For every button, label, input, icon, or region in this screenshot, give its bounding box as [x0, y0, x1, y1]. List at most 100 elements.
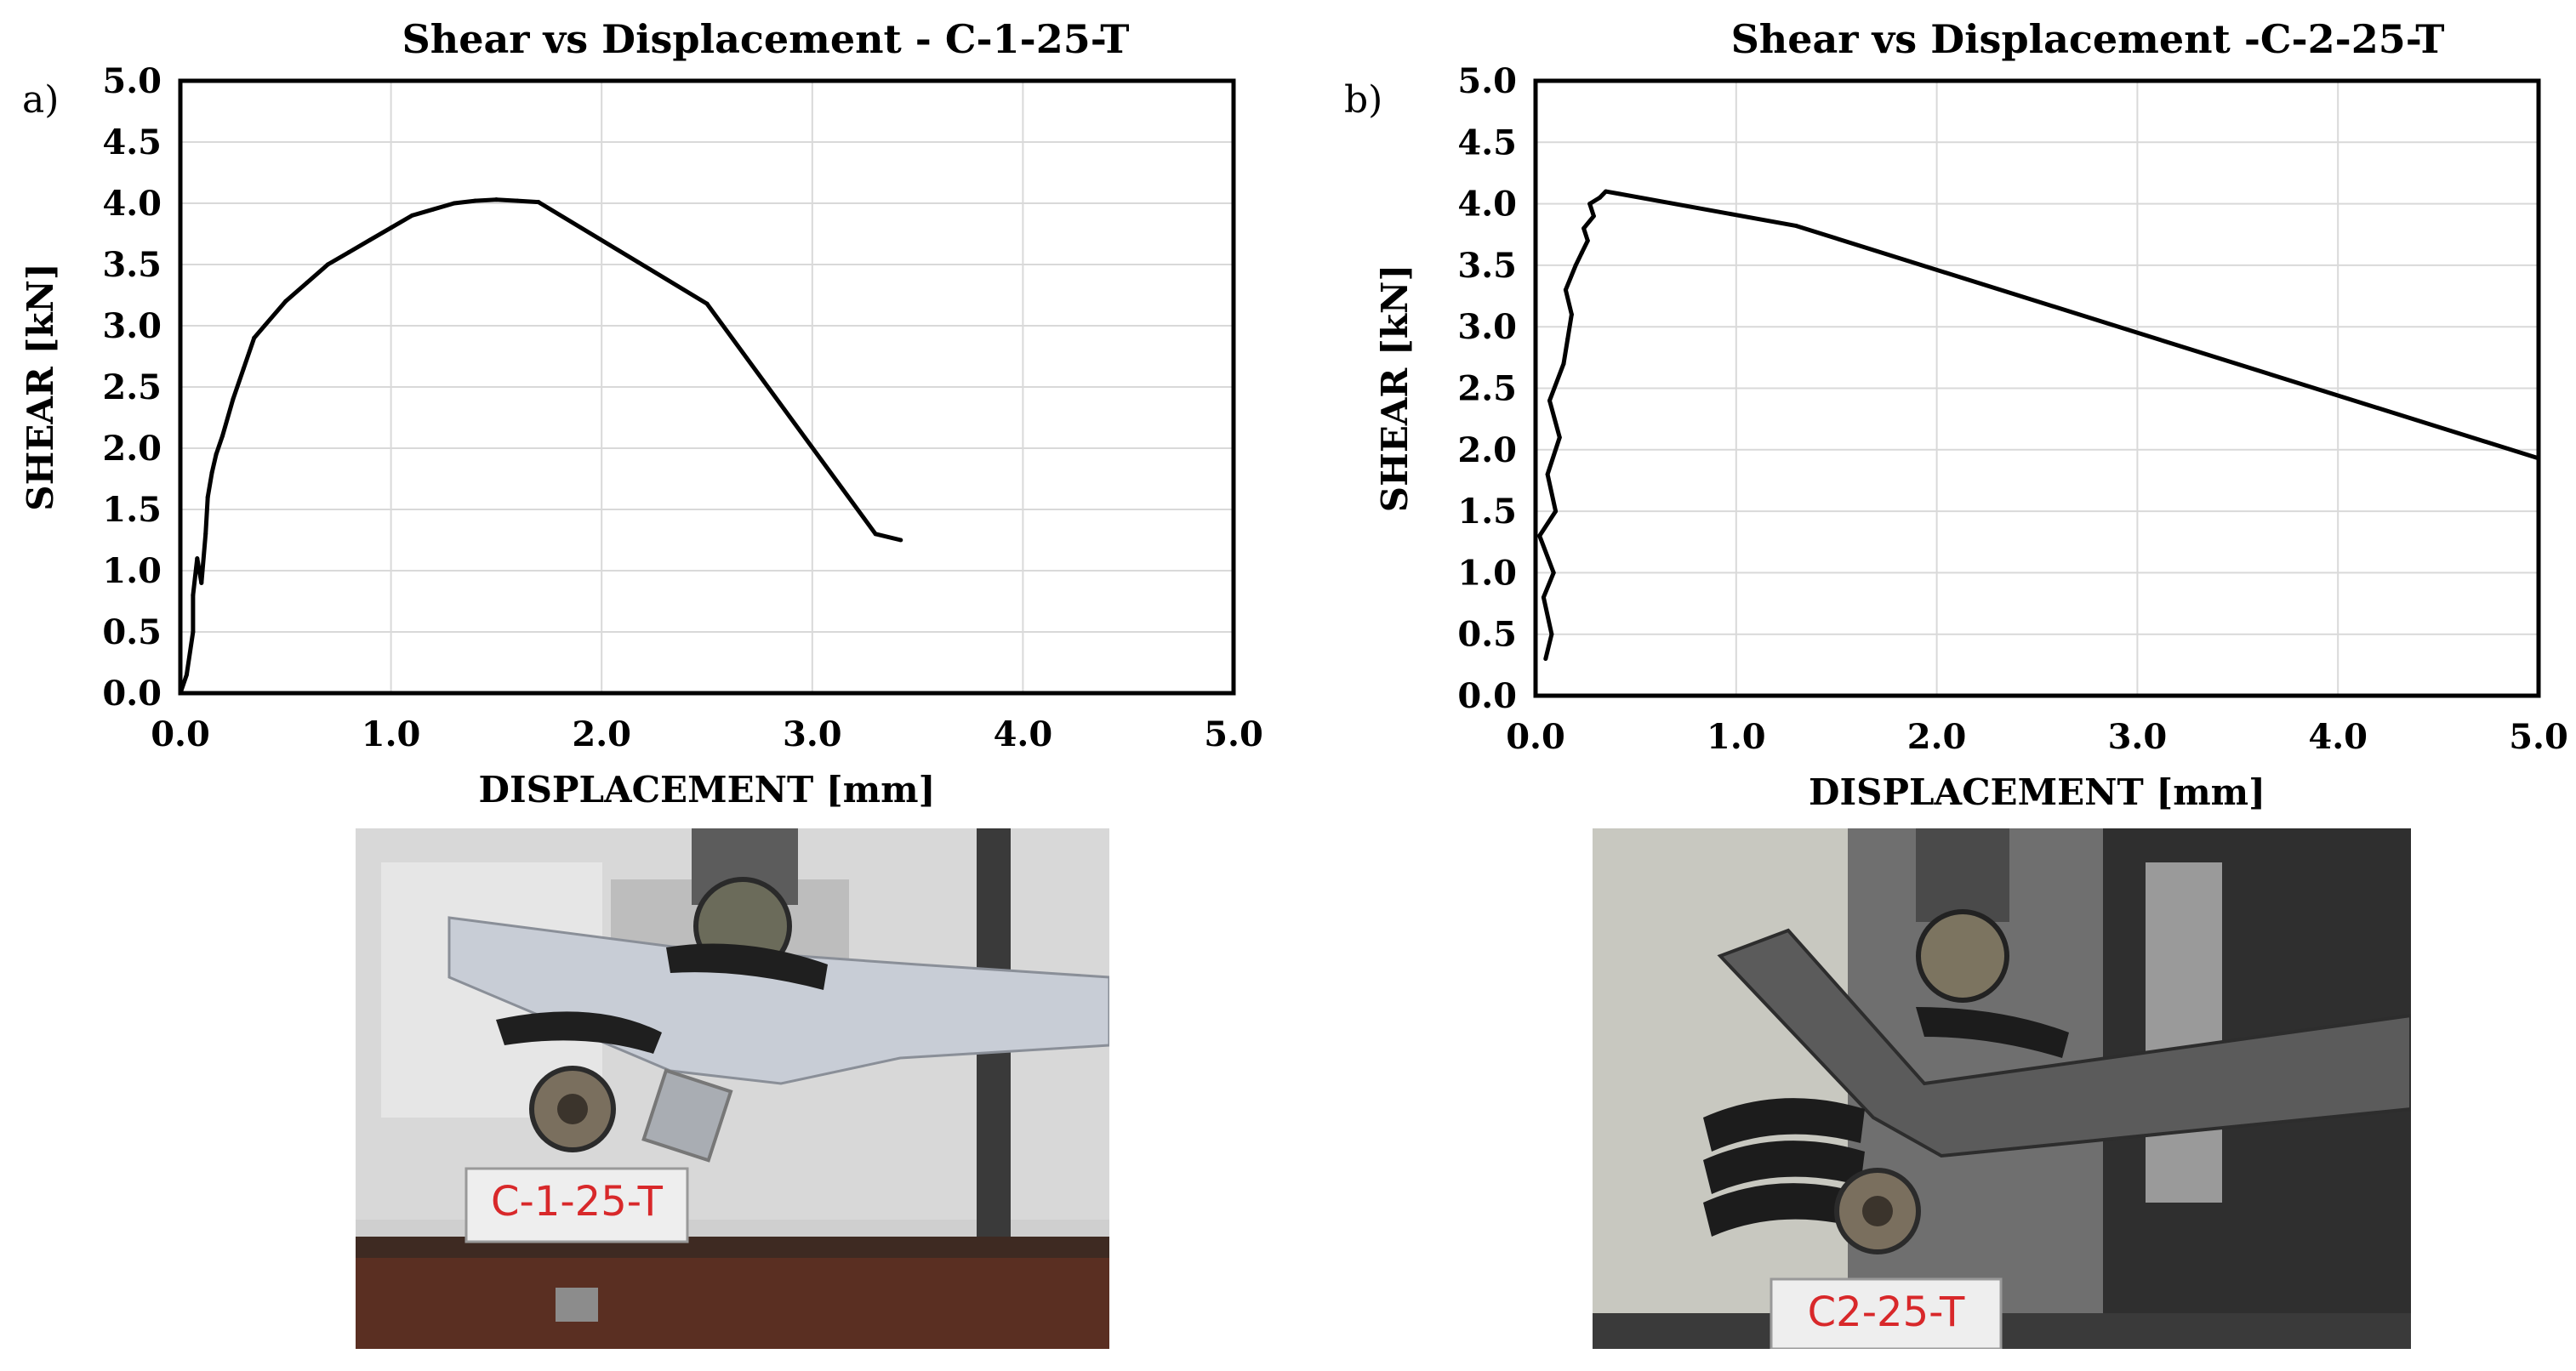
y-tick-label: 0.5	[1457, 615, 1517, 655]
panel-label-b: b)	[1344, 78, 1383, 122]
data-point	[368, 237, 373, 242]
y-tick-label: 3.5	[102, 245, 162, 285]
y-tick-label: 1.0	[1457, 553, 1517, 593]
x-axis-label: DISPLACEMENT [mm]	[1809, 771, 2265, 813]
data-point	[252, 335, 257, 340]
data-point	[178, 691, 183, 696]
data-point	[214, 452, 219, 457]
data-point	[262, 323, 267, 328]
data-point	[1573, 263, 1578, 268]
chart-a-svg: 0.0 1.0 2.0 3.0 4.0 5.0 0.0 0.5 1.0 1.5 2.0 2.5 3.0 3…	[20, 16, 1263, 811]
series-line	[1537, 189, 2539, 660]
data-point	[898, 538, 903, 543]
chart-panel-b: 0.0 1.0 2.0 3.0 4.0 5.0 0.0 0.5 1.0 1.5 2.0 2.5 3.0 3…	[1288, 0, 2576, 1371]
data-point	[283, 299, 288, 304]
data-point	[1591, 213, 1596, 219]
y-tick-label: 4.5	[1457, 122, 1517, 162]
data-point	[184, 672, 189, 677]
y-tick-label: 1.0	[102, 551, 162, 591]
y-tick-label: 0.0	[1457, 676, 1517, 716]
y-tick-label: 2.5	[102, 367, 162, 407]
chart-panel-a: 0.0 1.0 2.0 3.0 4.0 5.0 0.0 0.5 1.0 1.5 2.0 2.5 3.0 3…	[20, 16, 1263, 1349]
data-point	[1565, 337, 1570, 342]
data-point	[1794, 224, 1799, 229]
data-point	[1549, 632, 1554, 637]
x-tick-label: 3.0	[2108, 717, 2168, 757]
chart-b-svg: 0.0 1.0 2.0 3.0 4.0 5.0 0.0 0.5 1.0 1.5 2.0 2.5 3.0 3…	[1374, 16, 2568, 813]
data-point	[203, 532, 208, 537]
x-tick-label: 5.0	[2509, 717, 2568, 757]
data-point	[515, 198, 520, 203]
data-point	[1557, 435, 1562, 440]
data-point	[1541, 594, 1546, 600]
data-point	[389, 225, 394, 230]
specimen-tag-a: C-1-25-T	[491, 1178, 664, 1226]
data-point	[1579, 250, 1584, 255]
data-point	[195, 556, 200, 561]
plot-frame	[178, 78, 1236, 696]
x-tick-label: 5.0	[1204, 714, 1263, 754]
data-point	[430, 207, 436, 212]
y-tick-label: 2.0	[1457, 430, 1517, 470]
specimen-photo-a-drawing: C-1-25-T	[356, 828, 1109, 1349]
data-point	[1547, 398, 1553, 403]
data-point	[409, 213, 414, 218]
data-point	[191, 593, 196, 598]
data-point	[305, 281, 310, 286]
x-tick-label: 0.0	[151, 714, 210, 754]
data-point	[704, 301, 710, 306]
y-axis-label: SHEAR [kN]	[1374, 265, 1416, 512]
data-point	[1551, 570, 1556, 575]
x-tick-label: 2.0	[572, 714, 631, 754]
chart-title: Shear vs Displacement - C-1-25-T	[402, 16, 1130, 62]
data-point	[873, 532, 878, 537]
series-line	[178, 197, 902, 694]
y-tick-label: 0.5	[102, 612, 162, 652]
x-tick-label: 4.0	[994, 714, 1053, 754]
x-axis-label: DISPLACEMENT [mm]	[479, 769, 936, 811]
data-point	[1563, 287, 1568, 293]
panel-label-a: a)	[22, 78, 60, 122]
y-tick-label: 3.0	[102, 306, 162, 346]
data-point	[231, 396, 236, 401]
data-point	[1587, 202, 1593, 207]
data-point	[241, 366, 246, 371]
data-point	[2536, 456, 2541, 461]
y-tick-label: 4.5	[102, 122, 162, 162]
data-point	[1582, 226, 1587, 231]
data-point	[1597, 195, 1602, 200]
data-point	[220, 434, 225, 439]
data-point	[199, 580, 204, 585]
chart-title: Shear vs Displacement -C-2-25-T	[1731, 16, 2445, 62]
plot-frame	[1533, 78, 2541, 698]
specimen-photo-b: C2-25-T	[1593, 828, 2411, 1349]
y-tick-label: 4.0	[1457, 185, 1517, 225]
y-tick-label: 1.5	[1457, 492, 1517, 532]
data-point	[1569, 312, 1574, 317]
data-point	[1545, 472, 1550, 477]
y-tick-label: 5.0	[1457, 61, 1517, 101]
data-point	[346, 250, 351, 255]
specimen-tag-b: C2-25-T	[1808, 1289, 1965, 1336]
y-tick-label: 1.5	[102, 490, 162, 530]
y-tick-label: 2.0	[102, 429, 162, 469]
y-tick-label: 5.0	[102, 61, 162, 101]
x-tick-label: 1.0	[362, 714, 421, 754]
y-tick-label: 3.0	[1457, 307, 1517, 347]
y-tick-label: 3.5	[1457, 246, 1517, 286]
data-point	[1585, 238, 1590, 243]
x-tick-label: 3.0	[783, 714, 842, 754]
data-point	[1617, 191, 1622, 196]
data-point	[209, 470, 214, 475]
specimen-photo-a: C-1-25-T	[356, 828, 1109, 1349]
y-tick-label: 0.0	[102, 674, 162, 714]
data-point	[1537, 533, 1542, 538]
data-point	[473, 198, 478, 203]
data-point	[1543, 657, 1548, 662]
specimen-photo-b-drawing: C2-25-T	[1593, 828, 2411, 1349]
x-tick-label: 1.0	[1707, 717, 1766, 757]
data-point	[493, 197, 499, 202]
x-tick-label: 0.0	[1506, 717, 1565, 757]
y-tick-label: 4.0	[102, 184, 162, 224]
data-point	[205, 495, 210, 500]
